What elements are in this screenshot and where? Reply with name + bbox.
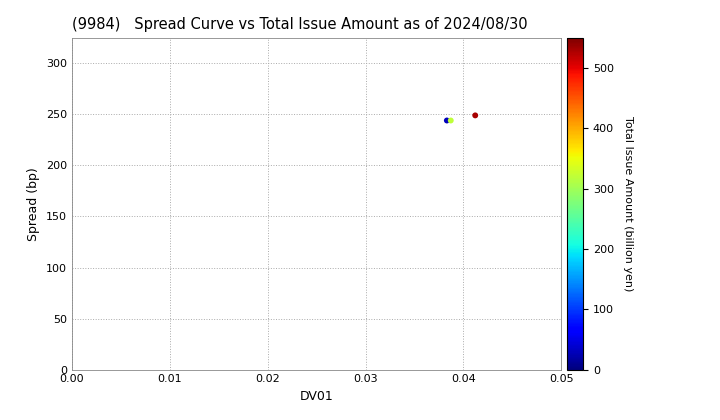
Point [445,117,456,124]
Y-axis label: Spread (bp): Spread (bp) [27,167,40,241]
Point [469,112,481,119]
Text: (9984)   Spread Curve vs Total Issue Amount as of 2024/08/30: (9984) Spread Curve vs Total Issue Amoun… [72,18,528,32]
Y-axis label: Total Issue Amount (billion yen): Total Issue Amount (billion yen) [624,116,634,291]
Point [441,117,453,124]
X-axis label: DV01: DV01 [300,390,333,403]
